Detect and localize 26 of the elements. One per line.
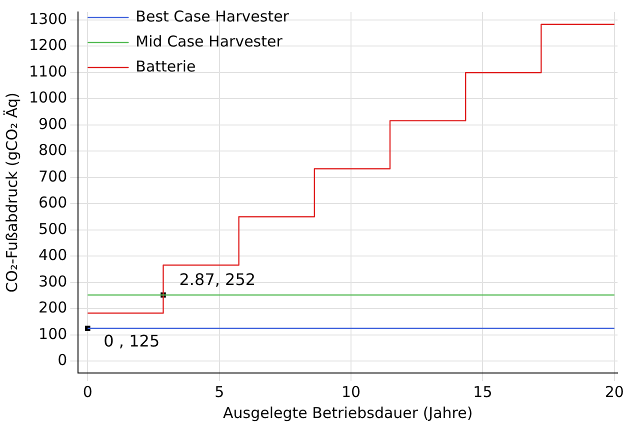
y-tick-label: 400 [38, 246, 68, 264]
y-tick-label: 800 [38, 141, 68, 160]
y-tick-label: 600 [38, 194, 68, 212]
x-tick-label: 20 [604, 382, 624, 401]
y-tick-label: 1100 [28, 62, 68, 80]
y-tick-label: 200 [38, 298, 68, 317]
x-tick-label: 10 [341, 382, 361, 401]
legend-label: Mid Case Harvester [136, 32, 284, 50]
y-tick-label: 100 [38, 324, 68, 343]
annotation: 0 , 125 [104, 332, 160, 351]
y-tick-label: 500 [38, 220, 68, 238]
y-tick-label: 300 [38, 272, 68, 290]
x-axis-title: Ausgelegte Betriebsdauer (Jahre) [223, 404, 473, 422]
y-tick-label: 1300 [28, 10, 68, 28]
x-tick-label: 15 [473, 382, 492, 401]
annotation: 2.87, 252 [179, 270, 256, 290]
x-tick-label: 0 [82, 382, 92, 401]
legend-label: Best Case Harvester [136, 7, 290, 26]
x-tick-label: 5 [214, 382, 224, 401]
y-axis-title: CO₂-Fußabdruck (gCO₂ Äq) [2, 92, 21, 292]
y-tick-label: 1200 [28, 36, 68, 54]
y-tick-label: 700 [38, 167, 68, 186]
legend-label: Batterie [136, 57, 196, 76]
y-tick-label: 1000 [28, 88, 68, 107]
y-tick-label: 0 [58, 351, 68, 370]
y-tick-label: 900 [38, 114, 68, 133]
